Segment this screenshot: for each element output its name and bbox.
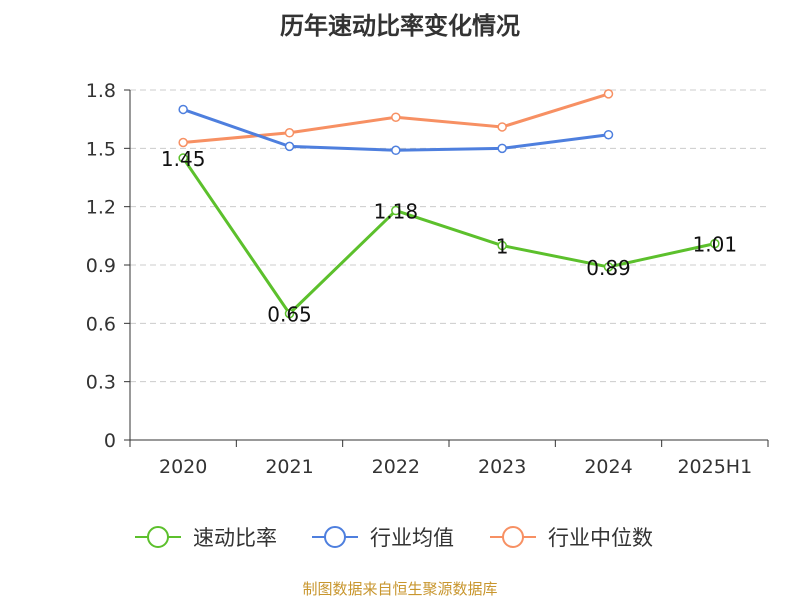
data-point [497,240,507,251]
y-tick-label: 1.5 [86,138,116,160]
data-point [391,112,401,122]
data-label: 1.18 [374,200,419,224]
data-label: 1.01 [693,233,738,257]
x-tick-label: 2025H1 [677,456,752,478]
legend-marker [324,526,346,548]
legend-label: 行业均值 [370,526,454,550]
y-tick-label: 0 [104,430,116,452]
data-point [178,104,188,115]
data-point [603,89,614,99]
y-tick-label: 0.3 [86,372,116,394]
chart-title: 历年速动比率变化情况 [280,12,520,40]
data-point [284,308,295,319]
x-tick-label: 2024 [584,456,632,478]
source-note: 制图数据来自恒生聚源数据库 [302,580,498,598]
legend-label: 速动比率 [193,526,277,550]
data-point [391,205,401,216]
x-tick-label: 2023 [478,456,526,478]
data-point [710,238,720,249]
data-point [284,141,295,152]
x-tick-label: 2022 [372,456,420,478]
data-label: 1.45 [161,147,206,171]
data-point [603,262,614,272]
data-point [178,137,188,148]
y-tick-label: 1.2 [86,197,116,219]
data-label: 0.65 [267,303,312,327]
y-tick-label: 0.6 [86,313,116,335]
data-point [391,145,401,156]
legend-label: 行业中位数 [548,526,653,550]
series-line-1 [181,157,716,316]
data-point [497,122,507,132]
x-tick-label: 2020 [159,456,207,478]
x-tick-label: 2021 [265,456,313,478]
data-point [497,143,507,154]
data-point [178,153,188,163]
data-label: 1 [496,235,509,259]
data-point [603,129,614,140]
data-label: 0.89 [586,256,631,280]
y-tick-label: 0.9 [86,255,116,277]
y-tick-label: 1.8 [86,80,116,102]
data-point [284,128,295,138]
legend-marker [502,526,524,548]
legend-marker [147,526,169,548]
